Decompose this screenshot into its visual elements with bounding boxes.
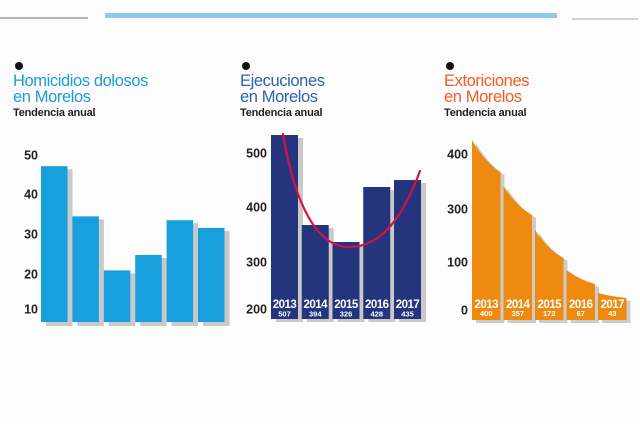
value-label: 507 <box>278 310 291 319</box>
chart-header-extorsiones: Extoriciones en Morelos Tendencia anual <box>444 62 640 119</box>
bar-reflection <box>271 320 426 321</box>
y-tick-label: 300 <box>447 203 468 217</box>
wedge-bar <box>472 140 501 320</box>
wedge-bar <box>566 270 595 320</box>
value-label: 67 <box>577 309 585 318</box>
year-label: 2014 <box>506 299 531 311</box>
bar <box>103 270 131 322</box>
bar <box>72 216 99 322</box>
year-label: 2017 <box>396 299 420 311</box>
top-rule-right <box>572 18 638 20</box>
y-tick-label: 100 <box>447 256 468 270</box>
y-tick-label: 400 <box>447 148 468 162</box>
wedge-bar <box>598 293 627 320</box>
chart-title-extorsiones: Extoriciones en Morelos <box>444 72 640 106</box>
chart-subtitle: Tendencia anual <box>240 107 323 119</box>
year-label: 2014 <box>303 299 328 311</box>
value-label: 172 <box>543 309 556 318</box>
bar <box>135 254 162 322</box>
bar <box>166 220 194 322</box>
y-tick-label: 40 <box>24 188 38 202</box>
year-label: 2013 <box>273 299 297 311</box>
chart-header-ejecuciones: Ejecuciones en Morelos Tendencia anual <box>240 62 455 119</box>
y-tick-label: 30 <box>24 228 38 242</box>
chart-title-line2: en Morelos <box>13 87 91 106</box>
bar <box>198 227 225 322</box>
y-tick-label: 10 <box>24 303 38 317</box>
y-tick-label: 400 <box>246 201 267 215</box>
year-label: 2015 <box>537 299 562 311</box>
bar <box>363 187 391 319</box>
top-rule-accent <box>105 13 557 18</box>
chart-subtitle: Tendencia anual <box>13 107 96 119</box>
bar-reflection <box>472 321 631 322</box>
year-label: 2013 <box>474 299 498 311</box>
chart-subtitle: Tendencia anual <box>444 107 527 119</box>
wedge-bar <box>503 186 532 320</box>
wedge-bar <box>535 230 564 320</box>
value-label: 326 <box>340 310 353 319</box>
trend-curve <box>281 132 422 249</box>
y-tick-label: 500 <box>246 147 267 161</box>
bullet-icon <box>242 62 250 70</box>
value-label: 428 <box>370 310 383 319</box>
chart-title-line2: en Morelos <box>240 87 318 106</box>
y-tick-label: 50 <box>24 149 38 163</box>
bar <box>41 166 68 322</box>
chart-title-homicidios: Homicidios dolosos en Morelos <box>13 72 228 106</box>
value-label: 43 <box>608 309 616 318</box>
chart-title-line1: Ejecuciones <box>240 72 325 90</box>
value-label: 357 <box>511 309 524 318</box>
chart-title-ejecuciones: Ejecuciones en Morelos <box>240 72 455 106</box>
value-label: 435 <box>401 310 414 319</box>
y-tick-label: 20 <box>24 268 38 282</box>
y-tick-label: 300 <box>246 256 267 270</box>
y-tick-label: 200 <box>246 303 267 317</box>
bullet-icon <box>446 62 454 70</box>
year-label: 2016 <box>365 299 389 311</box>
bar <box>271 135 298 319</box>
bar <box>394 180 421 319</box>
value-label: 400 <box>480 309 493 318</box>
bar <box>332 242 360 319</box>
homicidios-bars-group <box>41 166 230 326</box>
y-tick-label: 0 <box>461 304 468 318</box>
year-label: 2016 <box>569 299 593 311</box>
chart-header-homicidios: Homicidios dolosos en Morelos Tendencia … <box>13 62 228 119</box>
year-label: 2015 <box>334 299 359 311</box>
bullet-icon <box>15 62 23 70</box>
top-rule-left <box>0 17 88 19</box>
year-label: 2017 <box>600 299 624 311</box>
bar <box>301 225 329 319</box>
value-label: 394 <box>309 310 322 319</box>
chart-title-line2: en Morelos <box>444 87 522 106</box>
chart-title-line1: Homicidios dolosos <box>13 72 148 90</box>
bar-reflection <box>41 322 230 324</box>
chart-title-line1: Extoriciones <box>444 72 530 90</box>
